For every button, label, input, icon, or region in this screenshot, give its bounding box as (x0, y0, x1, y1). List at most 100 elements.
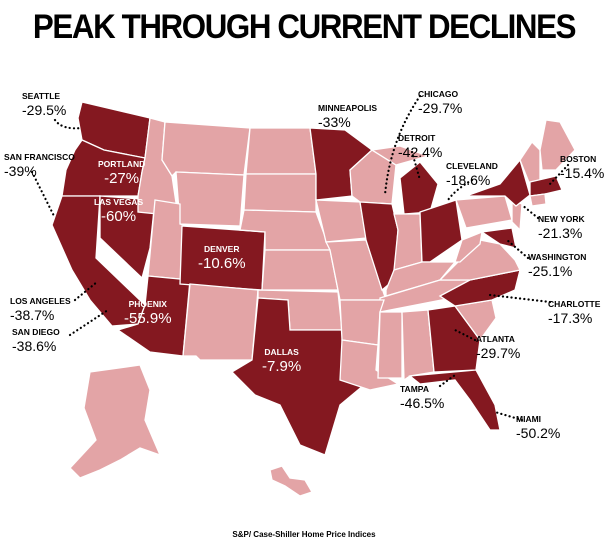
city-name: CHARLOTTE (548, 299, 601, 309)
city-name: MIAMI (516, 414, 542, 424)
leader-san-diego (68, 308, 110, 337)
city-label-portland: PORTLAND -27% (98, 160, 145, 186)
state-hawaii (269, 465, 313, 497)
city-value: -46.5% (400, 394, 445, 411)
state-michigan-upper (370, 145, 431, 166)
city-label-cleveland: CLEVELAND -18.6% (446, 162, 498, 187)
state-montana (161, 121, 251, 178)
city-label-denver: DENVER -10.6% (198, 245, 246, 271)
city-value: -7.9% (262, 357, 302, 375)
city-name: BOSTON (560, 154, 597, 164)
city-value: -33% (318, 113, 351, 130)
state-pennsylvania (455, 195, 513, 229)
city-value: -17.3% (548, 309, 593, 326)
city-value: -25.1% (528, 262, 573, 279)
city-value: -29.7% (476, 344, 521, 361)
city-label-boston: BOSTON -15.4% (560, 155, 604, 180)
state-indiana (393, 213, 423, 271)
city-label-miami: MIAMI -50.2% (516, 415, 560, 440)
leader-detroit (410, 150, 422, 182)
state-texas (230, 297, 373, 456)
city-value: -55.9% (124, 309, 172, 327)
city-value: -39% (4, 162, 37, 179)
city-name: PORTLAND (98, 159, 146, 169)
city-name: ATLANTA (476, 334, 515, 344)
state-michigan (399, 161, 439, 215)
city-value: -18.6% (446, 171, 491, 188)
city-value: -42.4% (398, 143, 443, 160)
page-title: PEAK THROUGH CURRENT DECLINES (32, 8, 577, 46)
state-arkansas (339, 299, 385, 346)
source-note: S&P/ Case-Shiller Home Price Indices (232, 530, 376, 539)
leader-tampa (438, 373, 457, 388)
city-name: DETROIT (398, 133, 436, 143)
state-ohio (419, 199, 463, 263)
leader-san-francisco (30, 170, 57, 220)
city-value: -38.6% (12, 337, 57, 354)
city-label-chicago: CHICAGO -29.7% (418, 90, 462, 115)
leader-los-angeles (73, 280, 99, 302)
city-name: CLEVELAND (446, 161, 498, 171)
state-connecticut (529, 193, 547, 207)
state-kansas (261, 249, 339, 291)
city-name: SEATTLE (22, 91, 61, 101)
state-wyoming (175, 171, 245, 227)
city-name: LAS VEGAS (94, 197, 144, 207)
city-name: NEW YORK (538, 214, 585, 224)
city-value: -10.6% (198, 254, 246, 272)
leader-washington (505, 238, 530, 260)
state-alabama (401, 309, 435, 382)
state-florida (408, 369, 501, 431)
city-name: LOS ANGELES (10, 296, 71, 306)
city-label-new-york: NEW YORK -21.3% (538, 215, 585, 240)
city-label-las-vegas: LAS VEGAS -60% (94, 198, 143, 224)
city-label-detroit: DETROIT -42.4% (398, 134, 442, 159)
state-alaska (69, 364, 162, 479)
city-value: -15.4% (560, 164, 605, 181)
city-name: CHICAGO (418, 89, 459, 99)
city-name: PHOENIX (128, 299, 167, 309)
city-label-washington: WASHINGTON -25.1% (528, 253, 586, 278)
city-name: MINNEAPOLIS (318, 103, 378, 113)
city-name: SAN DIEGO (12, 327, 60, 337)
city-label-san-diego: SAN DIEGO -38.6% (12, 328, 60, 353)
city-label-charlotte: CHARLOTTE -17.3% (548, 300, 600, 325)
state-california (51, 195, 146, 327)
leader-miami (493, 410, 524, 422)
state-west-virginia (454, 230, 483, 263)
city-label-minneapolis: MINNEAPOLIS -33% (318, 104, 377, 129)
city-label-dallas: DALLAS -7.9% (262, 348, 301, 374)
city-value: -29.7% (418, 99, 463, 116)
city-name: WASHINGTON (528, 252, 587, 262)
state-new-mexico (182, 283, 259, 361)
city-label-san-francisco: SAN FRANCISCO -39% (4, 153, 75, 178)
leader-new-york (520, 203, 540, 220)
city-name: DALLAS (264, 347, 299, 357)
city-value: -38.7% (10, 306, 55, 323)
city-name: DENVER (204, 244, 240, 254)
leader-atlanta (453, 328, 477, 342)
leader-chicago (383, 94, 422, 197)
city-value: -50.2% (516, 424, 561, 441)
city-label-tampa: TAMPA -46.5% (400, 385, 444, 410)
city-label-atlanta: ATLANTA -29.7% (476, 335, 520, 360)
state-vermont-nh (519, 140, 541, 186)
state-maryland (480, 227, 517, 249)
city-value: -27% (104, 169, 140, 187)
leader-seattle (53, 118, 84, 130)
leader-cleveland (446, 178, 474, 202)
state-south-dakota (243, 173, 317, 213)
city-value: -29.5% (22, 101, 67, 118)
city-name: SAN FRANCISCO (4, 152, 75, 162)
city-name: TAMPA (400, 384, 429, 394)
city-label-seattle: SEATTLE -29.5% (22, 92, 66, 117)
city-value: -60% (101, 207, 137, 225)
city-label-los-angeles: LOS ANGELES -38.7% (10, 297, 71, 322)
state-mississippi (377, 311, 403, 379)
city-label-phoenix: PHOENIX -55.9% (124, 300, 172, 326)
state-maine (539, 119, 576, 171)
city-value: -21.3% (538, 224, 583, 241)
state-north-dakota (245, 127, 317, 175)
leader-charlotte (488, 293, 552, 304)
